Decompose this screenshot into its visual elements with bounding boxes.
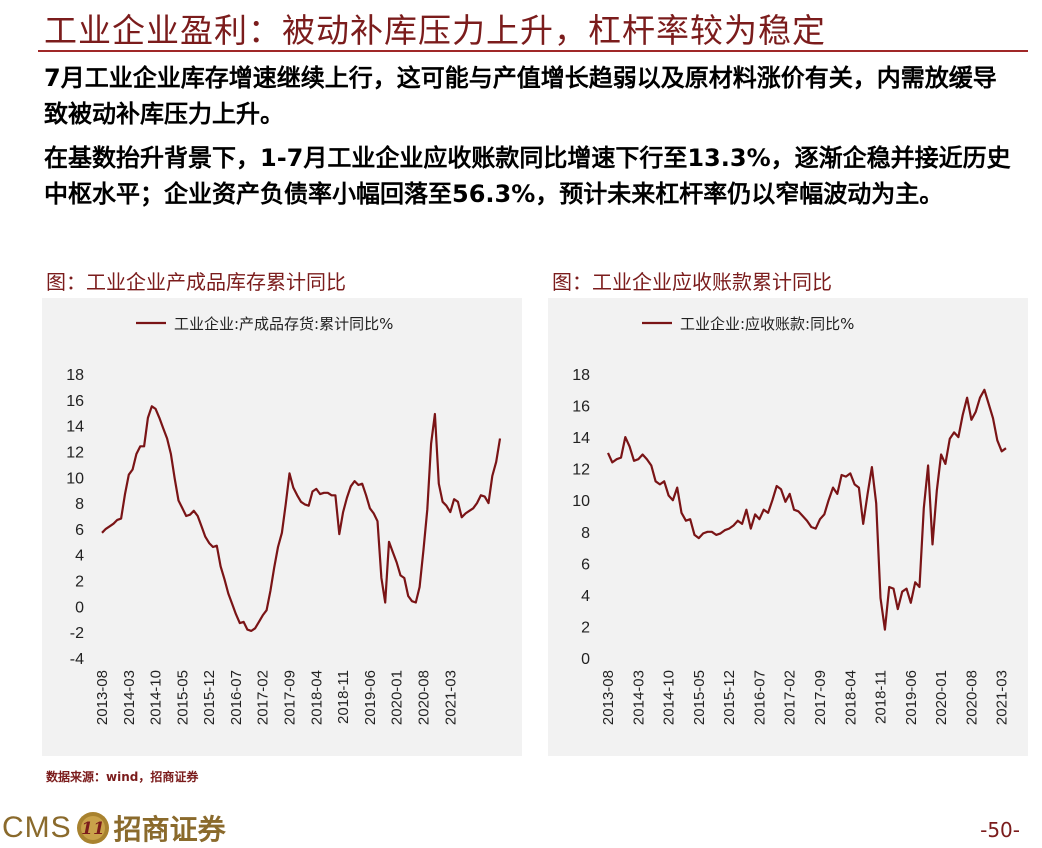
x-tick-label: 2013-08 bbox=[94, 670, 111, 725]
y-tick-label: 0 bbox=[581, 651, 590, 668]
chart-caption-inventory: 图：工业企业产成品库存累计同比 bbox=[46, 270, 346, 294]
logo-mark-icon: 11 bbox=[76, 812, 109, 844]
x-tick-label: 2020-01 bbox=[933, 670, 950, 725]
y-tick-label: -4 bbox=[70, 651, 84, 668]
legend-label: 工业企业:产成品存货:累计同比% bbox=[174, 315, 393, 333]
x-tick-label: 2014-03 bbox=[630, 670, 647, 725]
x-tick-label: 2015-12 bbox=[201, 670, 218, 725]
y-tick-label: 2 bbox=[75, 574, 84, 591]
y-tick-label: 12 bbox=[66, 444, 84, 461]
chart-panel-receivables: 工业企业:应收账款:同比% 0 2 4 6 8 10 12 14 16 18 2013-08 2014-… bbox=[548, 298, 1028, 756]
y-tick-label: 14 bbox=[66, 419, 84, 436]
x-tick-label: 2018-11 bbox=[335, 670, 352, 724]
y-tick-label: 8 bbox=[75, 496, 84, 513]
y-tick-label: 14 bbox=[572, 430, 590, 447]
paragraph-inventory: 7月工业企业库存增速继续上行，这可能与产值增长趋弱以及原材料涨价有关，内需放缓导… bbox=[44, 64, 997, 128]
y-tick-label: 10 bbox=[66, 470, 84, 487]
series-line bbox=[101, 405, 502, 632]
x-tick-label: 2020-01 bbox=[389, 670, 406, 725]
x-tick-label: 2013-08 bbox=[600, 670, 617, 725]
logo-mark-text: 11 bbox=[81, 819, 105, 839]
y-tick-label: 18 bbox=[66, 367, 84, 384]
y-tick-label: 8 bbox=[581, 525, 590, 542]
y-tick-label: 16 bbox=[66, 393, 84, 410]
x-tick-label: 2018-04 bbox=[308, 670, 325, 725]
y-tick-label: 16 bbox=[572, 399, 590, 416]
series-line bbox=[606, 388, 1007, 631]
chart-receivables: 工业企业:应收账款:同比% 0 2 4 6 8 10 12 14 16 18 2013-08 2014-… bbox=[572, 315, 1011, 725]
page-number: -50- bbox=[980, 818, 1020, 842]
x-tick-label: 2014-10 bbox=[661, 670, 678, 725]
x-tick-label: 2014-03 bbox=[121, 670, 138, 725]
x-tick-label: 2017-02 bbox=[255, 670, 272, 725]
x-tick-label: 2021-03 bbox=[994, 670, 1011, 725]
x-tick-label: 2015-12 bbox=[721, 670, 738, 725]
y-tick-label: 4 bbox=[75, 548, 84, 565]
data-source-note: 数据来源：wind，招商证券 bbox=[46, 770, 199, 784]
paragraph-receivables: 在基数抬升背景下，1-7月工业企业应收账款同比增速下行至13.3%，逐渐企稳并接… bbox=[44, 144, 1011, 208]
x-tick-label: 2018-11 bbox=[873, 670, 890, 724]
x-tick-label: 2020-08 bbox=[963, 670, 980, 725]
y-tick-label: 6 bbox=[581, 556, 590, 573]
x-tick-label: 2017-09 bbox=[282, 670, 299, 725]
company-logo: CMS 11 招商证券 bbox=[2, 810, 226, 846]
x-tick-label: 2019-06 bbox=[362, 670, 379, 725]
y-tick-label: 0 bbox=[75, 599, 84, 616]
y-tick-label: -2 bbox=[70, 625, 84, 642]
chart-panel-inventory: 工业企业:产成品存货:累计同比% -4 -2 0 2 4 6 8 10 12 14 16 18 2013-… bbox=[42, 298, 522, 756]
y-tick-label: 2 bbox=[581, 619, 590, 636]
y-tick-label: 18 bbox=[572, 367, 590, 384]
x-tick-label: 2015-05 bbox=[174, 670, 191, 725]
x-tick-label: 2017-09 bbox=[812, 670, 829, 725]
x-tick-label: 2017-02 bbox=[782, 670, 799, 725]
x-tick-label: 2016-07 bbox=[228, 670, 245, 725]
chart-caption-receivables: 图：工业企业应收账款累计同比 bbox=[552, 270, 832, 294]
chart-inventory: 工业企业:产成品存货:累计同比% -4 -2 0 2 4 6 8 10 12 14 16 18 2013-… bbox=[66, 315, 502, 725]
x-tick-label: 2015-05 bbox=[691, 670, 708, 725]
title-divider bbox=[38, 50, 1028, 52]
legend-label: 工业企业:应收账款:同比% bbox=[680, 315, 854, 333]
y-tick-label: 12 bbox=[572, 462, 590, 479]
y-tick-label: 6 bbox=[75, 522, 84, 539]
x-tick-label: 2021-03 bbox=[442, 670, 459, 725]
y-tick-label: 4 bbox=[581, 588, 590, 605]
x-tick-label: 2014-10 bbox=[148, 670, 165, 725]
logo-latin-text: CMS bbox=[2, 811, 72, 844]
x-tick-label: 2016-07 bbox=[751, 670, 768, 725]
logo-chinese-text: 招商证券 bbox=[113, 813, 226, 846]
page-title: 工业企业盈利：被动补库压力上升，杠杆率较为稳定 bbox=[44, 11, 826, 50]
x-tick-label: 2020-08 bbox=[416, 670, 433, 725]
y-tick-label: 10 bbox=[572, 493, 590, 510]
x-tick-label: 2018-04 bbox=[842, 670, 859, 725]
x-tick-label: 2019-06 bbox=[903, 670, 920, 725]
